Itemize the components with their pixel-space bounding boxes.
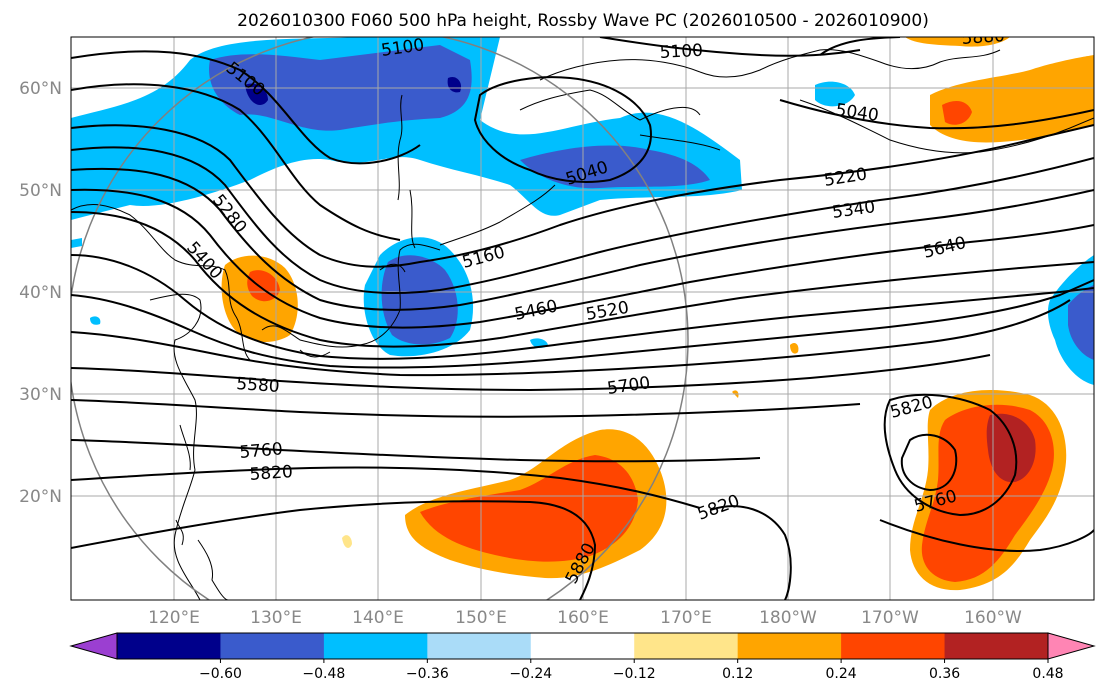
colorbar-tick-label: 0.24 [826,666,857,682]
colorbar-segment [117,633,221,659]
longitude-axis: 120°E 130°E 140°E 150°E 160°E 170°E 180°… [148,608,1022,628]
map-frame [70,36,1095,601]
colorbar-tick-label: −0.60 [199,666,242,682]
colorbar-tick-label: 0.12 [722,666,753,682]
reference-circle [71,37,689,600]
colorbar-extend-high [1047,632,1096,660]
colorbar-segment [944,633,1049,659]
contour-label: 5760 [239,439,284,463]
lon-tick-label: 140°E [352,608,404,628]
colorbar-tick-label: 0.48 [1032,666,1063,682]
lat-tick-label: 50°N [19,181,62,201]
colorbar-tick-label: −0.12 [613,666,656,682]
colorbar-tick-label: −0.36 [406,666,449,682]
colorbar-segment [323,633,428,659]
colorbar-outline [116,632,1049,660]
lon-tick-label: 170°W [861,608,919,628]
lon-tick-label: 120°E [148,608,200,628]
coastlines [71,49,1094,600]
colorbar-segment [220,633,325,659]
contour-label: 5820 [249,462,294,485]
lon-tick-label: 150°E [455,608,507,628]
lon-tick-label: 160°W [964,608,1022,628]
figure-title: 2026010300 F060 500 hPa height, Rossby W… [237,11,929,31]
colorbar-tick-label: 0.36 [929,666,960,682]
map-area: 5100 5100 5100 5040 5040 5220 5340 5280 … [71,26,1094,600]
colorbar-tick-label: −0.24 [509,666,552,682]
contour-label: 5880 [961,26,1006,49]
lat-tick-label: 20°N [19,487,62,507]
colorbar-ticks: −0.60 −0.48 −0.36 −0.24 −0.12 0.12 0.24 0.36 0.4… [199,659,1064,682]
colorbar-extend-low [69,632,118,660]
lon-tick-label: 160°E [557,608,609,628]
colorbar-segment [427,633,532,659]
lon-tick-label: 180°W [759,608,817,628]
colorbar: −0.60 −0.48 −0.36 −0.24 −0.12 0.12 0.24 0.36 0.4… [69,632,1096,682]
lon-tick-label: 130°E [250,608,302,628]
lat-tick-label: 60°N [19,79,62,99]
colorbar-segment [841,633,946,659]
lat-tick-label: 30°N [19,385,62,405]
colorbar-segment [530,633,635,659]
colorbar-segment [634,633,739,659]
contour-label: 5100 [380,35,426,61]
lat-tick-label: 40°N [19,283,62,303]
lon-tick-label: 170°E [660,608,712,628]
contour-label: 5100 [659,41,703,63]
colorbar-segment [737,633,842,659]
contour-label: 5580 [236,374,281,397]
colorbar-segments [69,632,1096,660]
height-contours [71,37,1094,600]
latitude-axis: 60°N 50°N 40°N 30°N 20°N [19,79,62,507]
colorbar-tick-label: −0.48 [302,666,345,682]
